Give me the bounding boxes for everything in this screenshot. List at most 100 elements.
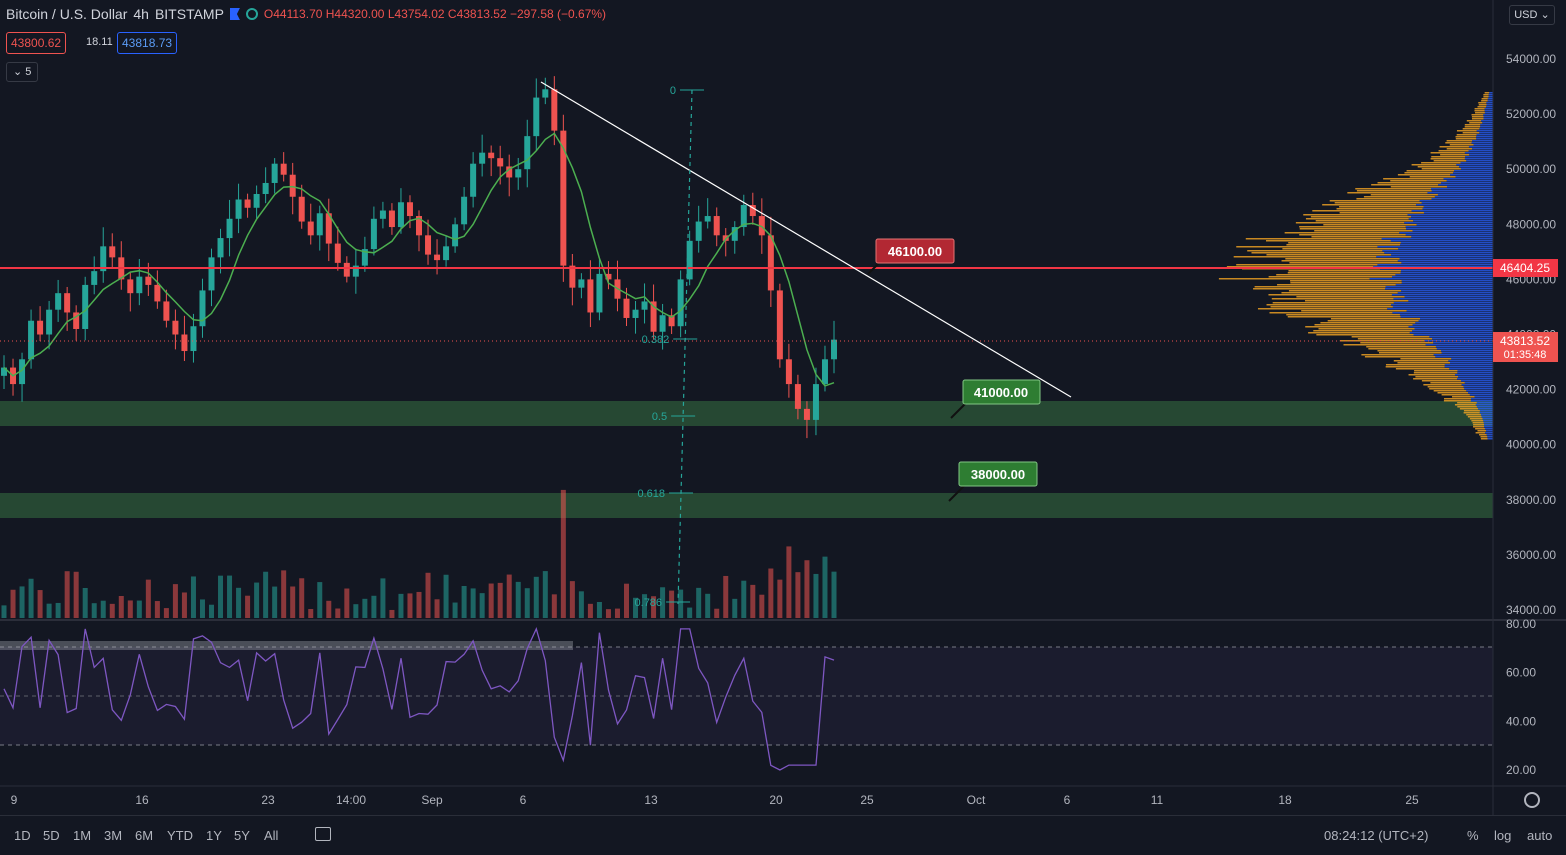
fib-label: 0 [670,85,676,97]
candle-body [425,235,432,255]
calendar-icon[interactable] [315,827,331,841]
range-6m[interactable]: 6M [135,828,154,843]
low-value: L43754.02 [387,7,445,21]
profile-bar [1479,434,1487,436]
trend-line[interactable] [540,81,1072,398]
symbol-name[interactable]: Bitcoin / U.S. Dollar [6,6,128,22]
interval-label[interactable]: 4h [133,6,149,22]
profile-bar [1466,390,1493,392]
profile-bar [1413,378,1458,380]
profile-bar [1460,168,1493,170]
percent-toggle[interactable]: % [1467,828,1479,843]
flag-icon[interactable] [229,8,240,20]
profile-bar [1401,282,1493,284]
volume-bar [326,600,332,618]
resistance-label-box[interactable] [875,238,955,264]
time-tick: 13 [644,793,658,807]
profile-bar [1392,306,1493,308]
profile-bar [1285,258,1400,260]
auto-toggle[interactable]: auto [1527,828,1553,843]
profile-bar [1411,210,1493,212]
range-5y[interactable]: 5Y [234,828,250,843]
time-axis[interactable]: 9 16 23 14:00 Sep 6 13 20 25 Oct 6 11 18 25 [11,793,1419,807]
profile-bar [1455,136,1477,138]
profile-bar [1343,344,1426,346]
support2-label-box[interactable] [958,461,1038,487]
profile-bar [1314,324,1413,326]
fib-retracement[interactable]: 0 0.382 0.5 0.618 0.786 [635,85,704,609]
time-tick: Oct [967,793,986,807]
candle-body [533,97,540,137]
moving-average-line [3,132,835,387]
volume-bar [290,586,296,618]
price-axis[interactable]: 54000.0052000.0050000.0048000.0046000.00… [1506,52,1556,617]
profile-bar [1462,128,1480,130]
volume-bar [236,587,242,618]
time-tick: 9 [11,793,18,807]
candle-body [767,235,774,291]
profile-bar [1418,320,1493,322]
profile-bar [1471,114,1484,116]
profile-bar [1334,202,1422,204]
gear-icon[interactable] [1524,792,1540,808]
candle-body [235,199,242,219]
volume-bar [768,568,774,618]
candle-body [109,246,116,258]
profile-bar [1471,142,1493,144]
currency-select[interactable]: USD ⌄ [1509,5,1555,25]
log-toggle[interactable]: log [1494,828,1512,843]
clock-label[interactable]: 08:24:12 (UTC+2) [1324,828,1429,843]
profile-bar [1272,302,1394,304]
candle-body [37,320,44,335]
profile-bar [1481,416,1493,418]
candle-body [461,196,468,225]
profile-bar [1407,214,1493,216]
range-ytd[interactable]: YTD [167,828,193,843]
candle-body [794,384,801,409]
range-all[interactable]: All [264,828,279,843]
profile-bar [1441,352,1493,354]
support-zone-41000 [0,401,1493,426]
profile-bar [1383,178,1444,180]
candle-body [623,298,630,318]
profile-bar [1457,372,1493,374]
profile-bar [1478,102,1487,104]
buy-button[interactable]: 43818.73 [117,32,178,54]
profile-bar [1463,410,1480,412]
sell-button[interactable]: 43800.62 [6,32,67,54]
range-1y[interactable]: 1Y [206,828,222,843]
profile-bar [1397,174,1451,176]
profile-bar [1311,236,1412,238]
profile-bar [1385,366,1445,368]
rsi-axis[interactable]: 80.00 60.00 40.00 20.00 [1506,617,1536,777]
profile-bar [1412,230,1493,232]
fib-label: 0.786 [635,597,663,609]
profile-bar [1445,142,1472,144]
profile-bar [1474,110,1485,112]
range-5d[interactable]: 5D [43,828,60,843]
candle-body [605,273,612,280]
profile-bar [1339,206,1424,208]
profile-bar [1461,380,1493,382]
profile-bar [1433,160,1467,162]
indicators-toggle[interactable]: ⌄ 5 [6,62,39,82]
profile-bar [1393,302,1493,304]
range-3m[interactable]: 3M [104,828,123,843]
support1-label-box[interactable] [962,379,1041,405]
candle-body [226,218,233,239]
support-zone-38000 [0,493,1493,518]
profile-bar [1287,316,1401,318]
range-1d[interactable]: 1D [14,828,31,843]
profile-bar [1290,282,1402,284]
profile-bar [1288,242,1401,244]
profile-bar [1401,280,1493,282]
profile-bar [1431,190,1493,192]
profile-bar [1485,432,1493,434]
range-1m[interactable]: 1M [73,828,92,843]
profile-bar [1480,438,1488,440]
volume-bar [190,576,196,618]
fib-vertical[interactable] [677,89,693,605]
profile-bar [1484,424,1493,426]
profile-bar [1299,234,1406,236]
